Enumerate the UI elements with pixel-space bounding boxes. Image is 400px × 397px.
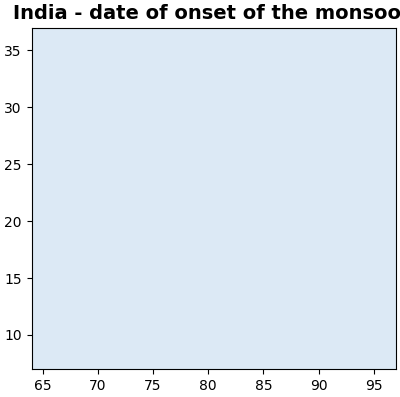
Title: India - date of onset of the monsoon: India - date of onset of the monsoon xyxy=(13,4,400,23)
